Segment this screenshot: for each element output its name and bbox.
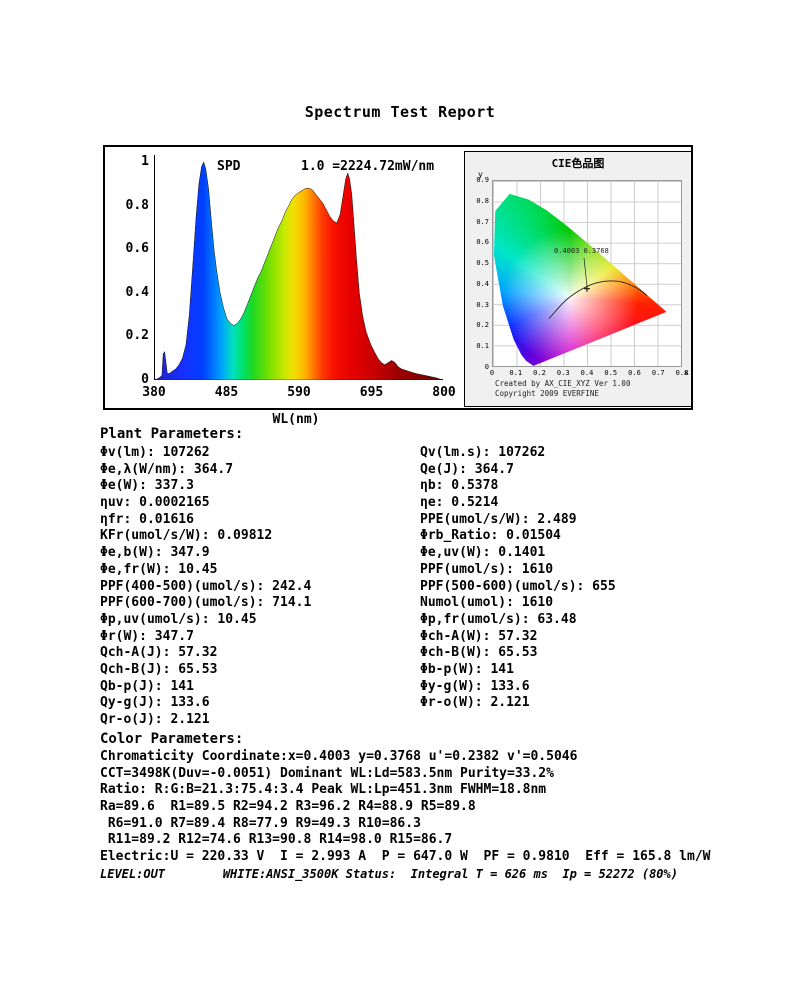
tick-label: 0.4 <box>580 369 594 377</box>
parameter-line: Φp,uv(umol/s): 10.45 <box>100 611 257 627</box>
tick-label: 0.8 <box>476 196 489 205</box>
cie-x-axis-ticks: 0 0.1 0.2 0.3 0.4 0.5 0.6 0.7 0.8 <box>489 369 688 378</box>
tick-label: 0 <box>141 371 149 387</box>
parameter-line: ηb: 0.5378 <box>420 478 499 494</box>
tick-label: 1 <box>141 154 149 169</box>
color-parameters-heading: Color Parameters: <box>100 731 244 747</box>
point-leader-line <box>583 257 588 287</box>
parameter-line: Qch-A(J): 57.32 <box>100 645 218 661</box>
parameter-line: Φb-p(W): 141 <box>420 661 514 677</box>
spd-x-axis-ticks: 380 485 590 695 800 <box>142 385 455 400</box>
tick-label: 0.7 <box>476 217 489 226</box>
spd-spectrum-area <box>155 162 443 380</box>
tick-label: 0.4 <box>125 284 149 300</box>
parameter-line: R6=91.0 R7=89.4 R8=77.9 R9=49.3 R10=86.3 <box>100 815 421 831</box>
plant-parameters-left-column: Φv(lm): 107262 Φe,λ(W/nm): 364.7 Φe(W): 33… <box>100 445 311 729</box>
cie-point-label: 0.4003 0.3768 <box>554 247 609 255</box>
parameter-line: Electric:U = 220.33 V I = 2.993 A P = 64… <box>100 849 711 865</box>
parameter-line: KFr(umol/s/W): 0.09812 <box>100 528 273 544</box>
tick-label: 0.6 <box>628 369 641 377</box>
tick-label: 0.5 <box>476 259 489 268</box>
tick-label: 0.4 <box>476 279 489 288</box>
tick-label: 380 <box>142 385 166 400</box>
page-title: Spectrum Test Report <box>304 103 496 121</box>
parameter-line: Qb-p(J): 141 <box>100 678 194 694</box>
spd-label: SPD <box>217 159 241 174</box>
cie-locus-overlay <box>548 257 648 319</box>
tick-label: 0 <box>489 369 495 377</box>
parameter-line: Φe,fr(W): 10.45 <box>100 561 218 577</box>
parameter-line: CCT=3498K(Duv=-0.0051) Dominant WL:Ld=58… <box>100 765 554 781</box>
plant-parameters-right-column: Qv(lm.s): 107262 Qe(J): 364.7 ηb: 0.5378 ηe… <box>420 445 616 712</box>
cie-y-axis-ticks: 0.9 0.8 0.7 0.6 0.5 0.4 0.3 0.2 0.1 0 <box>465 176 489 371</box>
tick-label: 590 <box>287 385 311 400</box>
parameter-line: PPE(umol/s/W): 2.489 <box>420 511 577 527</box>
cie-credit-line: Created by AX_CIE_XYZ Ver 1.00 <box>495 379 631 388</box>
parameter-line: PPF(umol/s): 1610 <box>420 561 554 577</box>
parameter-line: Ratio: R:G:B=21.3:75.4:3.4 Peak WL:Lp=45… <box>100 782 547 798</box>
parameter-line: Qv(lm.s): 107262 <box>420 445 546 460</box>
tick-label: 0.1 <box>476 342 489 351</box>
cie-y-axis-unit: y <box>478 170 483 179</box>
tick-label: 485 <box>214 385 239 400</box>
tick-label: 695 <box>359 385 384 400</box>
charts-panel: SPD 1.0 =2224.72mW/nm 1 0.8 0.6 0.4 0.2 0 380… <box>103 145 693 410</box>
tick-label: 0.7 <box>651 369 665 377</box>
tick-label: 0.3 <box>476 300 489 309</box>
parameter-line: ηe: 0.5214 <box>420 495 499 511</box>
tick-label: 0.9 <box>476 176 489 184</box>
cie-x-axis-unit: x <box>684 368 689 377</box>
cie-title: CIE色品图 <box>551 157 605 170</box>
spd-y-axis-ticks: 1 0.8 0.6 0.4 0.2 0 <box>111 155 149 386</box>
cie-diagram-panel: CIE色品图 0.4003 0.3768 0.9 0.8 0.7 0.6 0.5 0.4 0… <box>464 151 692 407</box>
parameter-line: PPF(500-600)(umol/s): 655 <box>420 578 616 594</box>
parameter-line: R11=89.2 R12=74.6 R13=90.8 R14=98.0 R15=… <box>100 832 453 848</box>
plant-parameters-heading: Plant Parameters: <box>100 426 244 442</box>
tick-label: 0.3 <box>556 369 570 377</box>
parameter-line: Φy-g(W): 133.6 <box>420 678 530 694</box>
parameter-line: Qch-B(J): 65.53 <box>100 661 218 677</box>
chromaticity-point-marker <box>584 285 590 292</box>
parameter-line: Chromaticity Coordinate:x=0.4003 y=0.376… <box>100 749 578 764</box>
tick-label: 0.1 <box>509 369 523 377</box>
tick-label: 0.5 <box>604 369 618 377</box>
parameter-line: Φr-o(W): 2.121 <box>420 695 530 711</box>
parameter-line: Numol(umol): 1610 <box>420 595 554 611</box>
parameter-line: Ra=89.6 R1=89.5 R2=94.2 R3=96.2 R4=88.9 … <box>100 799 476 815</box>
parameter-line: Φr(W): 347.7 <box>100 628 194 644</box>
parameter-line: ηfr: 0.01616 <box>100 511 194 527</box>
parameter-line: Φp,fr(umol/s): 63.48 <box>420 611 577 627</box>
tick-label: 800 <box>432 385 456 400</box>
tick-label: 0.2 <box>476 321 489 330</box>
parameter-line: PPF(600-700)(umol/s): 714.1 <box>100 595 312 611</box>
parameter-line: ηuv: 0.0002165 <box>100 495 210 511</box>
parameter-line: Φch-A(W): 57.32 <box>420 628 538 644</box>
parameter-line: Φv(lm): 107262 <box>100 445 210 460</box>
parameter-line: Φrb_Ratio: 0.01504 <box>420 528 561 544</box>
parameter-line: Qy-g(J): 133.6 <box>100 695 210 711</box>
planckian-locus-curve <box>548 280 648 319</box>
tick-label: 0.2 <box>125 328 149 344</box>
parameter-line: Φe,uv(W): 0.1401 <box>420 545 546 561</box>
parameter-line: Qe(J): 364.7 <box>420 461 514 477</box>
parameter-line: Φe,b(W): 347.9 <box>100 545 210 561</box>
tick-label: 0.2 <box>533 369 546 377</box>
status-footer-line: LEVEL:OUT WHITE:ANSI_3500K Status: Integ… <box>100 867 678 881</box>
tick-label: 0.8 <box>125 197 149 213</box>
parameter-line: Φe(W): 337.3 <box>100 478 194 494</box>
parameter-line: Φch-B(W): 65.53 <box>420 645 538 661</box>
color-parameters-lines: Chromaticity Coordinate:x=0.4003 y=0.376… <box>100 749 710 866</box>
parameter-line: Qr-o(J): 2.121 <box>100 712 210 727</box>
tick-label: 0 <box>484 362 489 371</box>
spd-scale-label: 1.0 =2224.72mW/nm <box>301 159 435 174</box>
tick-label: 0.6 <box>476 238 489 247</box>
cie-copyright-line: Copyright 2009 EVERFINE <box>495 389 599 398</box>
tick-label: 0.6 <box>125 241 149 257</box>
parameter-line: PPF(400-500)(umol/s): 242.4 <box>100 578 312 594</box>
tick-label: 0.8 <box>675 369 689 377</box>
spd-x-axis-title: WL(nm) <box>272 412 320 427</box>
parameter-line: Φe,λ(W/nm): 364.7 <box>100 461 234 477</box>
